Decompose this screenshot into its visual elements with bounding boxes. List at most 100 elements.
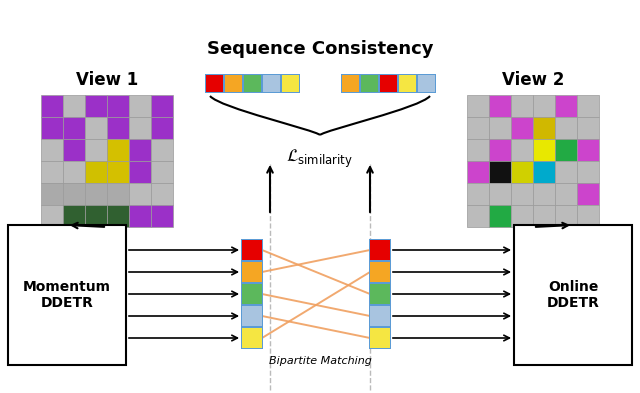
Bar [467,183,489,205]
Bar [243,75,260,92]
Bar [262,75,280,92]
Bar [41,95,63,117]
Bar [242,284,262,304]
Bar [151,139,173,161]
Bar [282,75,298,92]
Bar [555,183,577,205]
Text: View 1: View 1 [76,71,138,89]
Bar [242,328,262,348]
Bar [369,239,391,261]
Bar [129,205,151,227]
Bar [370,284,390,304]
Bar [41,117,63,139]
Bar [63,205,85,227]
Bar [262,74,280,93]
Bar [63,95,85,117]
Bar [242,262,262,282]
Bar [489,117,511,139]
Bar [489,183,511,205]
Text: Momentum
DDETR: Momentum DDETR [23,280,111,310]
Bar [129,139,151,161]
Bar [489,205,511,227]
Bar [533,139,555,161]
Bar [223,74,243,93]
Bar [107,139,129,161]
Bar [417,74,435,93]
Bar [151,161,173,183]
Bar [129,161,151,183]
Bar [555,117,577,139]
Bar [107,95,129,117]
Bar [380,75,397,92]
Bar [241,239,263,261]
Bar [107,117,129,139]
Bar [511,117,533,139]
Text: View 2: View 2 [502,71,564,89]
Bar [577,205,599,227]
Bar [370,262,390,282]
Bar [378,74,397,93]
Bar [107,183,129,205]
Bar [129,95,151,117]
Bar [514,225,632,365]
Bar [85,161,107,183]
Bar [107,161,129,183]
Bar [370,328,390,348]
Bar [280,74,300,93]
Bar [467,139,489,161]
Bar [511,139,533,161]
Bar [577,183,599,205]
Bar [85,95,107,117]
Text: Sequence Consistency: Sequence Consistency [207,40,433,58]
Text: $\mathcal{L}_{\mathrm{similarity}}$: $\mathcal{L}_{\mathrm{similarity}}$ [287,148,353,170]
Bar [85,205,107,227]
Bar [360,74,378,93]
Bar [489,95,511,117]
Bar [533,95,555,117]
Bar [577,161,599,183]
Bar [369,283,391,305]
Bar [360,75,378,92]
Bar [41,205,63,227]
Bar [370,240,390,260]
Bar [467,161,489,183]
Bar [533,183,555,205]
Bar [370,306,390,326]
Bar [151,183,173,205]
Bar [467,95,489,117]
Bar [129,117,151,139]
Bar [467,117,489,139]
Bar [85,139,107,161]
Bar [85,117,107,139]
Bar [511,205,533,227]
Bar [41,139,63,161]
Bar [555,205,577,227]
Bar [489,161,511,183]
Bar [555,161,577,183]
Bar [511,161,533,183]
Bar [63,117,85,139]
Bar [243,74,262,93]
Bar [555,95,577,117]
Text: Online
DDETR: Online DDETR [547,280,600,310]
Bar [577,117,599,139]
Bar [369,305,391,327]
Bar [129,183,151,205]
Bar [85,183,107,205]
Bar [397,74,417,93]
Bar [489,139,511,161]
Bar [241,283,263,305]
Bar [242,240,262,260]
Bar [369,261,391,283]
Bar [205,75,223,92]
Bar [241,305,263,327]
Bar [340,74,360,93]
Bar [555,139,577,161]
Bar [242,306,262,326]
Bar [41,183,63,205]
Bar [151,205,173,227]
Bar [151,117,173,139]
Text: Bipartite Matching: Bipartite Matching [269,356,371,366]
Bar [467,205,489,227]
Bar [63,139,85,161]
